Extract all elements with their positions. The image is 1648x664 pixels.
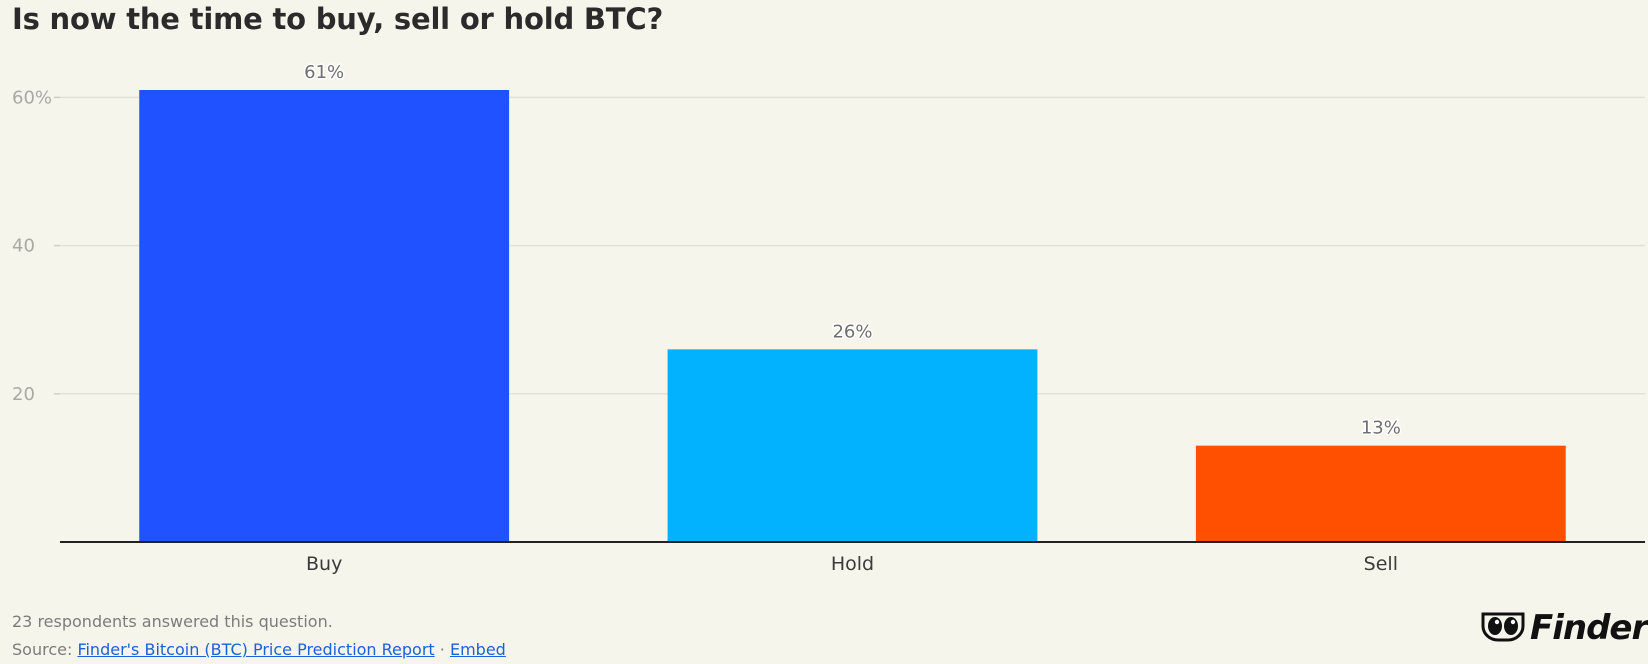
data-label-sell: 13% [1361,418,1401,439]
chart-title: Is now the time to buy, sell or hold BTC… [12,2,664,36]
x-tick-label-buy: Buy [306,553,342,575]
y-tick-label: 40 [12,236,35,257]
y-tick-label: 60% [12,87,52,108]
y-tick-label: 20 [12,384,35,405]
source-report-link[interactable]: Finder's Bitcoin (BTC) Price Prediction … [77,640,435,659]
bar-buy [139,90,510,542]
respondents-note: 23 respondents answered this question. [12,612,333,631]
embed-link[interactable]: Embed [449,640,506,659]
data-label-hold: 26% [832,321,872,342]
source-line: Source: Finder's Bitcoin (BTC) Price Pre… [12,640,506,659]
finder-logo: Finder [1480,608,1648,648]
source-prefix: Source: [12,640,73,659]
bar-chart: 20 40 60% 61% Buy 26% Hold 13% Sell [12,61,1645,575]
x-tick-label-sell: Sell [1364,553,1398,575]
bar-sell [1195,445,1566,542]
finder-eyes-icon [1480,610,1526,646]
bar-hold [667,349,1038,542]
data-label-buy: 61% [304,62,344,83]
x-tick-label-hold: Hold [831,553,874,575]
finder-logo-text: Finder [1530,608,1648,648]
source-separator: · [439,640,445,659]
